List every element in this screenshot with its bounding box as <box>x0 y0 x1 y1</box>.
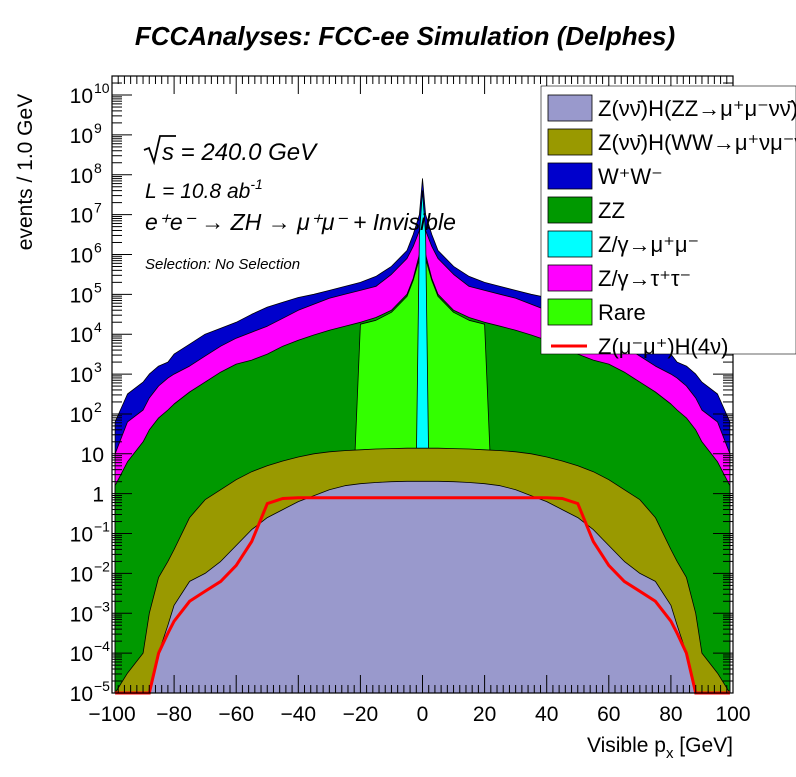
y-tick-label: 10 <box>70 603 93 626</box>
y-tick-label-exponent: 7 <box>94 200 102 216</box>
y-tick-label-exponent: 3 <box>94 359 102 375</box>
annotation-process: e⁺e⁻ → ZH → μ⁺μ⁻ + Invisible <box>145 209 456 235</box>
y-tick-label: 10 <box>70 524 93 547</box>
y-tick-label: 10 <box>70 404 93 427</box>
x-axis-label-main: Visible p <box>587 734 666 757</box>
legend-entry: Z/γ→τ⁺τ⁻ <box>598 266 691 291</box>
x-axis-label-unit: [GeV] <box>673 734 733 757</box>
annotation-lumi: L = 10.8 ab-1 <box>145 176 263 203</box>
annotation-lumi-main: L = 10.8 ab <box>145 180 251 203</box>
annotation-lumi-sup: -1 <box>250 176 262 192</box>
x-tick-label: 20 <box>473 703 496 726</box>
x-tick-label: −60 <box>218 703 254 726</box>
x-tick-label: 100 <box>715 703 750 726</box>
y-tick-label-exponent: 10 <box>94 80 110 96</box>
annotation-sqrt-s: s = 240.0 GeV <box>162 139 318 166</box>
y-tick-label: 10 <box>70 324 93 347</box>
x-tick-label: 40 <box>535 703 558 726</box>
legend-swatch <box>547 298 593 326</box>
y-tick-label: 10 <box>70 125 93 148</box>
y-tick-label-exponent: −2 <box>94 558 110 574</box>
y-tick-label-exponent: −5 <box>94 678 110 694</box>
legend-entry: Rare <box>598 300 646 325</box>
y-tick-label: 10 <box>70 284 93 307</box>
legend-swatch <box>547 196 593 224</box>
y-tick-label-exponent: 8 <box>94 160 102 176</box>
legend-entry: Z(νν̄)H(WW→μ⁺νμ⁻ν̄) <box>598 130 796 155</box>
legend-swatch <box>547 264 593 292</box>
y-tick-label-exponent: 2 <box>94 399 102 415</box>
legend-entry: Z(νν̄)H(ZZ→μ⁺μ⁻νν̄) <box>598 96 796 121</box>
annotation-selection: Selection: No Selection <box>145 256 300 273</box>
legend: Z(νν̄)H(ZZ→μ⁺μ⁻νν̄) Z(νν̄)H(WW→μ⁺νμ⁻ν̄) W⁺… <box>540 85 796 359</box>
legend-swatch <box>547 162 593 190</box>
y-tick-label: 10 <box>70 643 93 666</box>
annotations: s = 240.0 GeV L = 10.8 ab-1 e⁺e⁻ → ZH → … <box>143 135 456 273</box>
axis-ticks: −100 −80 −60 −40 −20 0 20 40 60 80 10010−510−410−3… <box>70 75 751 726</box>
legend-entry: Z(μ⁻μ⁺)H(4ν) <box>598 334 728 359</box>
y-tick-label: 10 <box>70 563 93 586</box>
legend-entry: Z/γ→μ⁺μ⁻ <box>598 232 699 257</box>
sqrt-symbol <box>143 135 176 166</box>
y-tick-label-exponent: −1 <box>94 519 110 535</box>
x-tick-label: −80 <box>156 703 192 726</box>
y-tick-label-exponent: 9 <box>94 120 102 136</box>
legend-swatch <box>547 94 593 122</box>
y-tick-label: 1 <box>92 484 104 507</box>
y-tick-label-exponent: 4 <box>94 319 102 335</box>
legend-swatch <box>547 128 593 156</box>
x-axis-label: Visible px [GeV] <box>587 734 733 762</box>
y-axis-label: events / 1.0 GeV <box>14 94 37 250</box>
y-tick-label: 10 <box>70 364 93 387</box>
y-tick-label: 10 <box>70 205 93 228</box>
x-tick-label: 60 <box>597 703 620 726</box>
x-tick-label: −40 <box>280 703 316 726</box>
x-tick-label: −100 <box>88 703 135 726</box>
chart-title: FCCAnalyses: FCC-ee Simulation (Delphes) <box>135 21 675 51</box>
series-area-z-h-zz- <box>114 480 731 694</box>
y-tick-label: 10 <box>70 244 93 267</box>
y-tick-label-exponent: 5 <box>94 279 102 295</box>
legend-entry: W⁺W⁻ <box>598 164 663 189</box>
y-tick-label: 10 <box>81 444 104 467</box>
y-tick-label-exponent: −4 <box>94 638 110 654</box>
y-tick-label: 10 <box>70 85 93 108</box>
x-axis-label-sub: x <box>666 745 674 762</box>
y-tick-label-exponent: 6 <box>94 239 102 255</box>
legend-entry: ZZ <box>598 198 625 223</box>
legend-swatch <box>547 230 593 258</box>
x-tick-label: 0 <box>417 703 429 726</box>
y-tick-label: 10 <box>70 683 93 706</box>
y-tick-label-exponent: −3 <box>94 598 110 614</box>
x-tick-label: 80 <box>659 703 682 726</box>
series-line-signal <box>115 496 730 695</box>
y-tick-label: 10 <box>70 165 93 188</box>
x-tick-label: −20 <box>343 703 379 726</box>
